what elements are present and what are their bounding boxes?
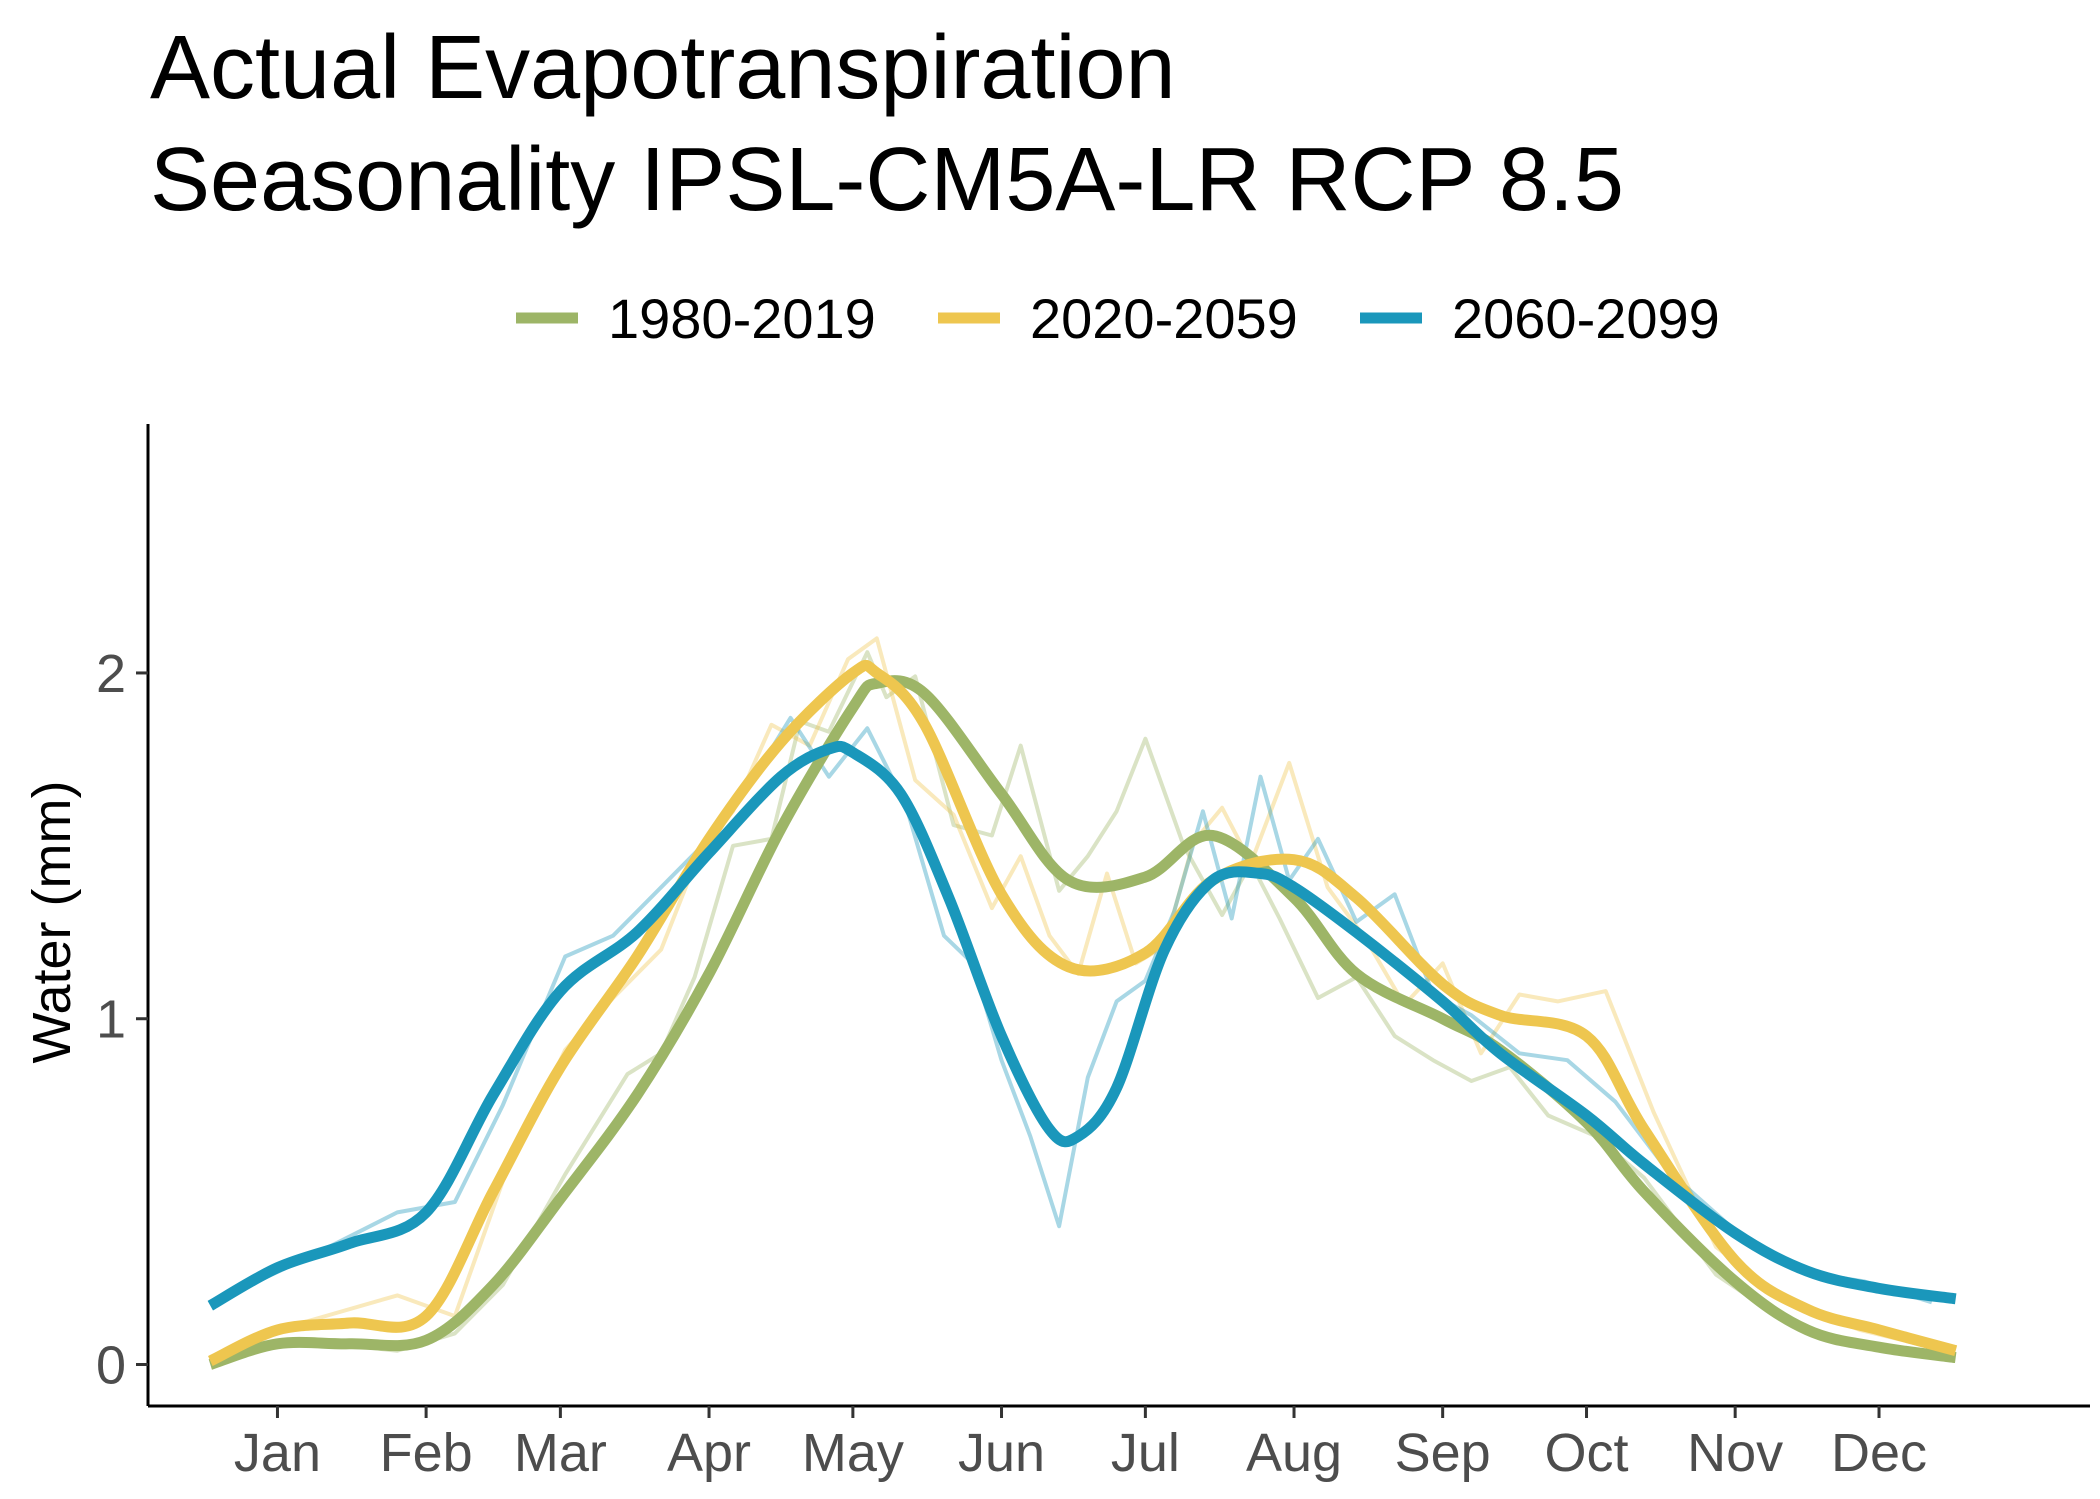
smooth-line-2020-2059 — [207, 659, 1958, 1367]
y-tick-label: 1 — [96, 990, 126, 1050]
legend: 1980-2019 2020-2059 2060-2099 — [516, 287, 1720, 350]
smooth-line-2060-2099 — [207, 740, 1957, 1311]
y-axis-ticks: 0 1 2 — [96, 644, 148, 1396]
x-tick-label: May — [802, 1423, 904, 1483]
x-axis-ticks: Jan Feb Mar Apr May Jun Jul Aug Sep Oct Nov Dec — [234, 1406, 1927, 1483]
legend-label-1980-2019: 1980-2019 — [608, 287, 876, 350]
smoothed-series-lines — [207, 659, 1958, 1370]
x-tick-label: Jan — [234, 1423, 321, 1483]
raw-series-lines — [219, 636, 1933, 1360]
y-tick-label: 2 — [96, 644, 126, 704]
x-tick-label: Nov — [1687, 1423, 1783, 1483]
x-tick-label: Apr — [667, 1423, 751, 1483]
x-tick-label: Jun — [958, 1423, 1045, 1483]
raw-line-1980-2019 — [219, 650, 1933, 1360]
x-tick-label: Jul — [1111, 1423, 1180, 1483]
y-tick-label: 0 — [96, 1336, 126, 1396]
smooth-line-1980-2019 — [208, 675, 1957, 1370]
x-tick-label: Sep — [1395, 1423, 1491, 1483]
x-tick-label: Oct — [1545, 1423, 1629, 1483]
x-tick-label: Mar — [514, 1423, 607, 1483]
legend-label-2020-2059: 2020-2059 — [1030, 287, 1298, 350]
x-tick-label: Aug — [1246, 1423, 1342, 1483]
x-tick-label: Dec — [1831, 1423, 1927, 1483]
y-axis-title: Water (mm) — [22, 781, 82, 1064]
legend-label-2060-2099: 2060-2099 — [1452, 287, 1720, 350]
raw-line-2020-2059 — [219, 636, 1933, 1360]
chart-title-line-2: Seasonality IPSL-CM5A-LR RCP 8.5 — [150, 130, 1624, 230]
chart-title-line-1: Actual Evapotranspiration — [150, 18, 1176, 118]
raw-line-2060-2099 — [219, 715, 1933, 1305]
x-tick-label: Feb — [380, 1423, 473, 1483]
